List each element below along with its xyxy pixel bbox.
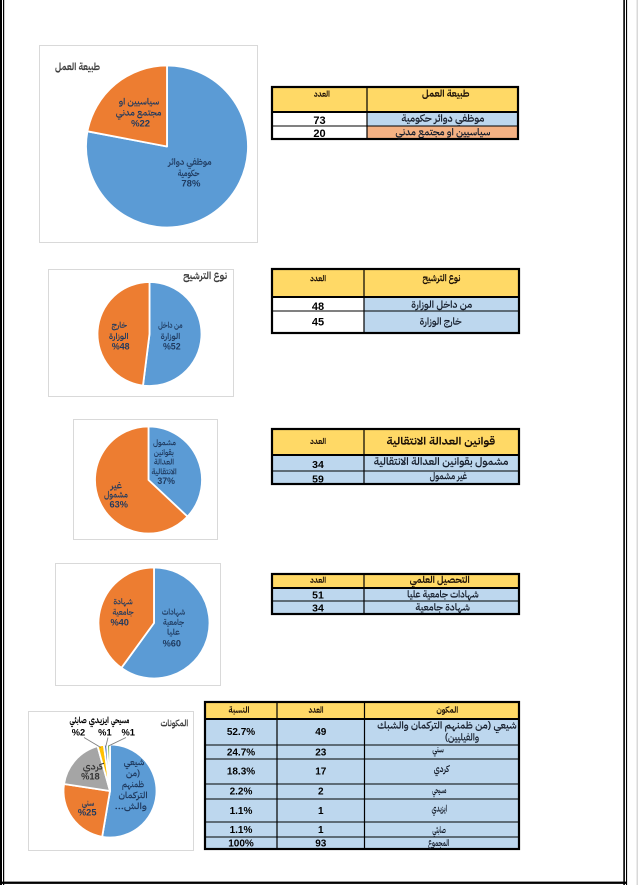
svg-text:23: 23 — [315, 748, 327, 759]
svg-text:37%: 37% — [157, 476, 175, 486]
svg-text:45: 45 — [312, 317, 324, 329]
svg-text:34: 34 — [312, 459, 324, 471]
svg-text:100%: 100% — [228, 839, 254, 850]
svg-text:2.2%: 2.2% — [230, 787, 253, 798]
svg-text:%52: %52 — [163, 341, 181, 351]
svg-text:93: 93 — [315, 839, 327, 850]
svg-text:%25: %25 — [78, 808, 97, 818]
svg-text:51: 51 — [312, 589, 324, 601]
svg-text:%60: %60 — [163, 639, 181, 649]
svg-text:1: 1 — [318, 806, 324, 817]
svg-text:73: 73 — [313, 115, 325, 127]
svg-text:%18: %18 — [81, 772, 100, 782]
svg-text:17: 17 — [315, 767, 327, 778]
svg-text:34: 34 — [312, 602, 324, 614]
svg-text:49: 49 — [315, 727, 327, 738]
svg-text:48: 48 — [312, 301, 324, 313]
svg-text:52.7%: 52.7% — [227, 727, 255, 738]
svg-text:24.7%: 24.7% — [227, 748, 255, 759]
svg-text:2: 2 — [318, 787, 324, 798]
svg-text:78%: 78% — [181, 179, 201, 190]
svg-text:1.1%: 1.1% — [230, 806, 253, 817]
svg-text:%1: %1 — [121, 728, 134, 738]
svg-text:20: 20 — [313, 128, 325, 140]
svg-text:1: 1 — [318, 825, 324, 836]
svg-text:59: 59 — [312, 473, 324, 485]
svg-text:63%: 63% — [110, 500, 128, 510]
svg-text:18.3%: 18.3% — [227, 767, 255, 778]
svg-text:%22: %22 — [131, 119, 150, 130]
svg-text:%2: %2 — [72, 728, 85, 738]
svg-text:%1: %1 — [98, 728, 111, 738]
svg-text:%40: %40 — [111, 618, 129, 628]
svg-text:%48: %48 — [112, 341, 130, 351]
svg-text:1.1%: 1.1% — [230, 825, 253, 836]
